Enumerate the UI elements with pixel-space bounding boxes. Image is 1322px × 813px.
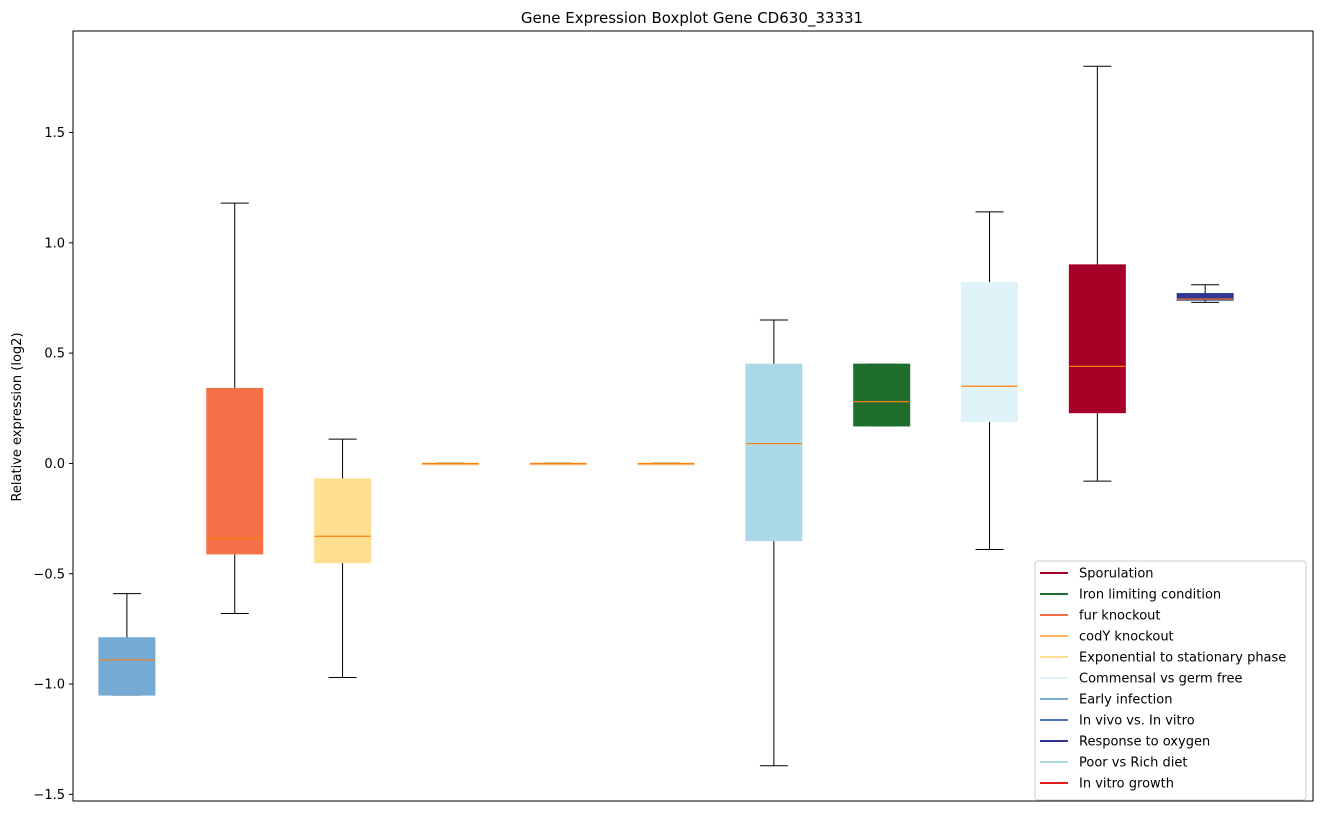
box-5: [529, 462, 587, 466]
legend-item: In vitro growth: [1040, 777, 1174, 792]
legend-label: Iron limiting condition: [1079, 588, 1221, 603]
box-body: [1068, 264, 1126, 414]
legend-item: Commensal vs germ free: [1040, 672, 1242, 687]
box-body: [853, 363, 911, 427]
box-body: [745, 363, 803, 542]
legend-label: Response to oxygen: [1079, 735, 1210, 750]
box-2: [206, 202, 264, 614]
legend-label: codY knockout: [1079, 630, 1174, 645]
box-11: [1176, 284, 1234, 303]
y-axis-label: Relative expression (log2): [10, 332, 25, 501]
box-body: [206, 387, 264, 555]
box-9: [961, 211, 1019, 550]
y-tick-label: −1.0: [33, 678, 65, 693]
legend-label: Early infection: [1079, 693, 1172, 708]
box-body: [1176, 293, 1234, 301]
y-tick-label: 1.5: [44, 126, 65, 141]
legend-item: codY knockout: [1040, 630, 1174, 645]
y-tick-label: −0.5: [33, 567, 65, 582]
box-7: [745, 319, 803, 767]
y-tick-label: 0.5: [44, 347, 65, 362]
legend-item: Early infection: [1040, 693, 1172, 708]
box-1: [98, 593, 156, 696]
legend-label: In vivo vs. In vitro: [1079, 714, 1195, 729]
chart-title: Gene Expression Boxplot Gene CD630_33331: [521, 9, 863, 28]
box-3: [314, 438, 372, 678]
y-tick-label: 1.0: [44, 236, 65, 251]
legend-item: Iron limiting condition: [1040, 588, 1221, 603]
box-body: [961, 282, 1019, 423]
legend-item: Exponential to stationary phase: [1040, 651, 1286, 666]
plot-area: [98, 65, 1234, 767]
legend: Sporulation Iron limiting condition fur kn…: [1034, 560, 1307, 801]
box-body: [98, 637, 156, 696]
plot-frame: [72, 30, 1314, 802]
y-tick-label: 0.0: [44, 457, 65, 472]
legend-label: fur knockout: [1079, 609, 1161, 624]
legend-label: Exponential to stationary phase: [1079, 651, 1286, 666]
box-10: [1068, 65, 1126, 482]
legend-frame: [1034, 560, 1307, 801]
y-axis: −1.5 −1.0 −0.5 0.0 0.5 1.0 1.5: [33, 126, 73, 803]
box-body: [314, 478, 372, 564]
legend-item: Sporulation: [1040, 567, 1154, 582]
legend-label: Sporulation: [1079, 567, 1154, 582]
legend-item: In vivo vs. In vitro: [1040, 714, 1195, 729]
legend-label: Commensal vs germ free: [1079, 672, 1242, 687]
legend-label: Poor vs Rich diet: [1079, 756, 1187, 771]
legend-item: Response to oxygen: [1040, 735, 1210, 750]
legend-item: fur knockout: [1040, 609, 1161, 624]
box-6: [637, 462, 695, 466]
legend-item: Poor vs Rich diet: [1040, 756, 1187, 771]
y-tick-label: −1.5: [33, 788, 65, 803]
box-4: [421, 462, 479, 466]
box-8: [853, 363, 911, 427]
legend-label: In vitro growth: [1079, 777, 1174, 792]
